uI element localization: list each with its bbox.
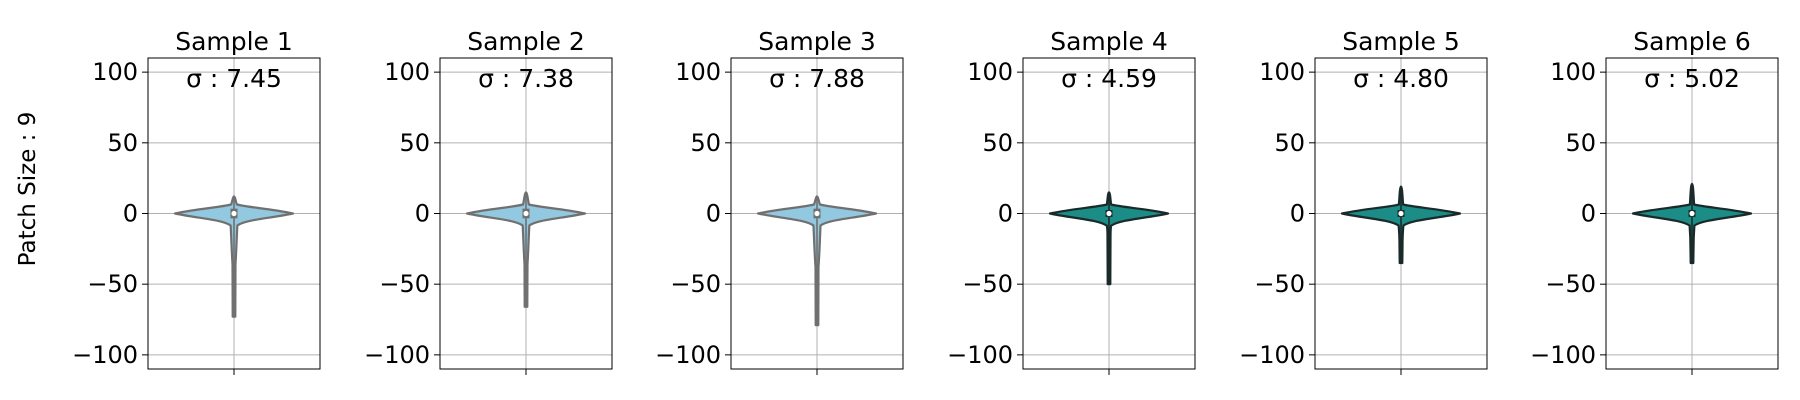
y-tick-label: 100 [1550,58,1596,86]
violin-panel-3: −100 −50 0 50 100 Sample 3 σ : 7.88 [655,27,904,375]
sigma-label: σ : 4.59 [1061,64,1157,93]
y-tick-label: 100 [967,58,1013,86]
y-tick-label: −50 [1545,270,1596,298]
y-tick-label: 0 [415,200,430,228]
y-tick-label: 0 [1290,200,1305,228]
panel-title: Sample 3 [758,27,876,56]
y-tick-label: −100 [72,341,138,369]
violin-panel-6: −100 −50 0 50 100 Sample 6 σ : 5.02 [1530,27,1779,375]
panel-title: Sample 5 [1342,27,1460,56]
violin-median-marker [1689,210,1695,217]
panel-title: Sample 2 [467,27,585,56]
y-tick-label: 50 [399,129,430,157]
y-tick-label: −100 [1530,341,1596,369]
sigma-label: σ : 7.38 [478,64,574,93]
y-tick-label: −50 [1254,270,1305,298]
y-tick-label: −50 [87,270,138,298]
y-tick-label: 0 [706,200,721,228]
sigma-label: σ : 7.88 [769,64,865,93]
y-tick-label: −100 [1239,341,1305,369]
y-tick-label: 100 [384,58,430,86]
y-tick-label: 100 [675,58,721,86]
violin-panel-5: −100 −50 0 50 100 Sample 5 σ : 4.80 [1239,27,1488,375]
violin-median-marker [231,210,237,217]
y-tick-label: 50 [982,129,1013,157]
y-tick-label: −100 [947,341,1013,369]
y-tick-label: −50 [379,270,430,298]
sigma-label: σ : 4.80 [1353,64,1449,93]
panel-title: Sample 4 [1050,27,1168,56]
y-tick-label: −50 [670,270,721,298]
violin-median-marker [1106,210,1112,217]
y-tick-label: 0 [998,200,1013,228]
sigma-label: σ : 7.45 [186,64,282,93]
y-tick-label: 0 [123,200,138,228]
y-tick-label: −100 [655,341,721,369]
violin-panel-4: −100 −50 0 50 100 Sample 4 σ : 4.59 [947,27,1196,375]
y-axis-label: Patch Size : 9 [15,111,41,267]
y-tick-label: 0 [1581,200,1596,228]
y-tick-label: −100 [364,341,430,369]
y-tick-label: 50 [690,129,721,157]
violin-median-marker [814,210,820,217]
y-tick-label: −50 [962,270,1013,298]
y-tick-label: 100 [1259,58,1305,86]
y-tick-label: 50 [1565,129,1596,157]
y-tick-label: 50 [1274,129,1305,157]
violin-median-marker [1398,210,1404,217]
violin-panel-1: −100 −50 0 50 100 Sample 1 σ : 7.45 [72,27,321,375]
violin-median-marker [523,210,529,217]
sigma-label: σ : 5.02 [1644,64,1740,93]
y-tick-label: 50 [107,129,138,157]
y-tick-label: 100 [92,58,138,86]
panel-title: Sample 1 [175,27,293,56]
violin-panel-2: −100 −50 0 50 100 Sample 2 σ : 7.38 [364,27,613,375]
panel-title: Sample 6 [1633,27,1751,56]
